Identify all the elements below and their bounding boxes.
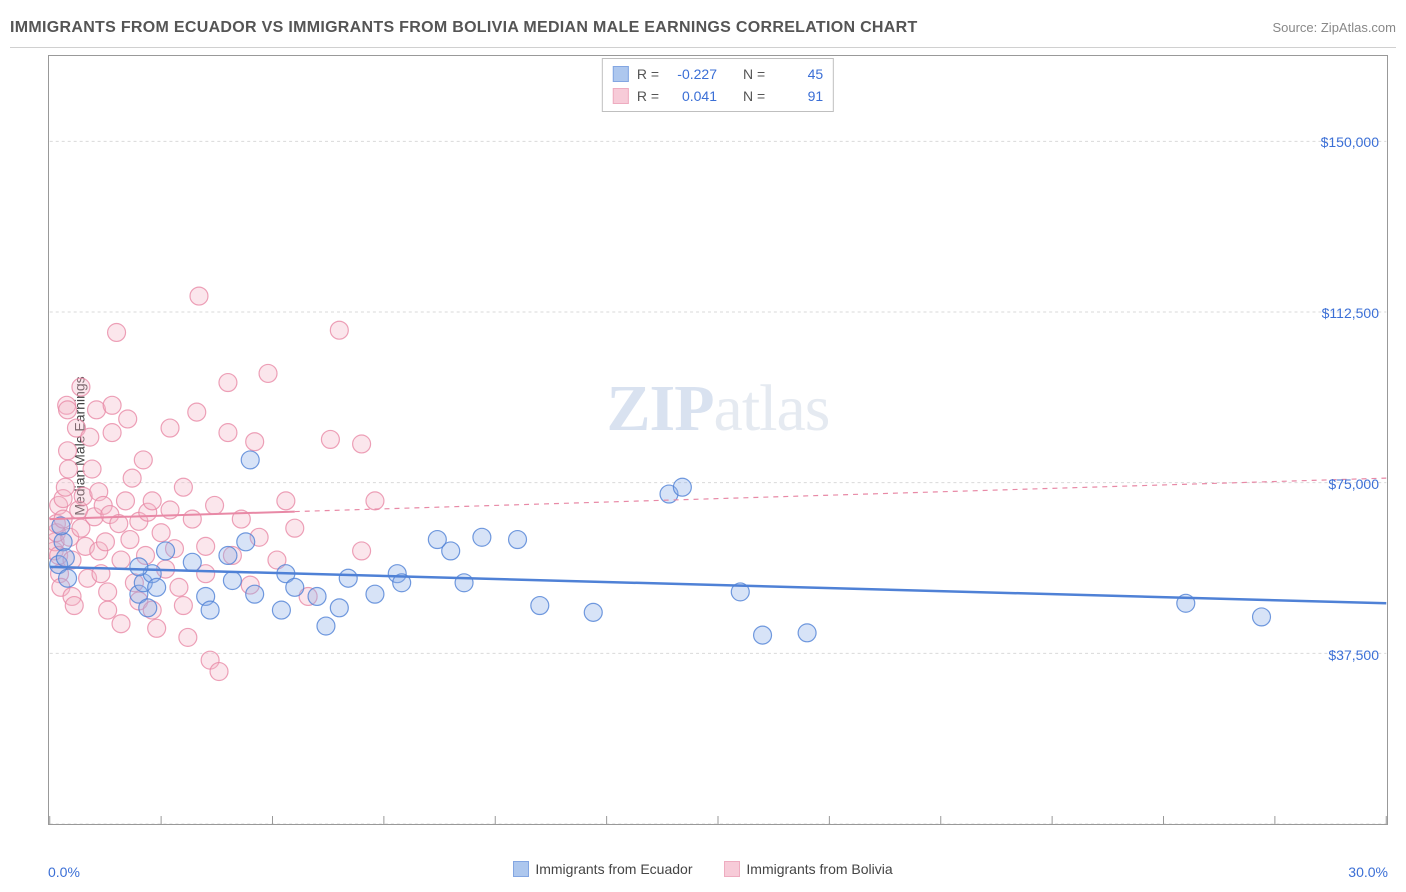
stats-r-label-2: R = xyxy=(637,85,659,107)
legend-swatch-ecuador xyxy=(513,861,529,877)
y-tick-label: $112,500 xyxy=(1322,305,1379,321)
stats-n-label: N = xyxy=(743,63,765,85)
chart-svg xyxy=(49,56,1387,824)
source-link[interactable]: ZipAtlas.com xyxy=(1321,20,1396,35)
plot-area: ZIPatlas R = -0.227 N = 45 R = 0.041 N =… xyxy=(48,55,1388,825)
stats-row-bolivia: R = 0.041 N = 91 xyxy=(613,85,823,107)
legend-label-bolivia: Immigrants from Bolivia xyxy=(746,861,892,877)
stats-n-label-2: N = xyxy=(743,85,765,107)
legend-item-bolivia: Immigrants from Bolivia xyxy=(724,861,892,877)
stats-n-value-bolivia: 91 xyxy=(773,85,823,107)
stats-r-value-bolivia: 0.041 xyxy=(667,85,717,107)
legend-item-ecuador: Immigrants from Ecuador xyxy=(513,861,692,877)
bottom-legend: Immigrants from Ecuador Immigrants from … xyxy=(0,861,1406,880)
stats-swatch-bolivia xyxy=(613,88,629,104)
y-tick-label: $150,000 xyxy=(1321,134,1379,150)
y-tick-label: $37,500 xyxy=(1328,647,1379,663)
stats-swatch-ecuador xyxy=(613,66,629,82)
legend-swatch-bolivia xyxy=(724,861,740,877)
chart-source: Source: ZipAtlas.com xyxy=(1272,20,1396,35)
source-label: Source: xyxy=(1272,20,1320,35)
y-tick-label: $75,000 xyxy=(1328,476,1379,492)
stats-row-ecuador: R = -0.227 N = 45 xyxy=(613,63,823,85)
stats-r-label: R = xyxy=(637,63,659,85)
chart-header: IMMIGRANTS FROM ECUADOR VS IMMIGRANTS FR… xyxy=(10,8,1396,48)
chart-container: IMMIGRANTS FROM ECUADOR VS IMMIGRANTS FR… xyxy=(0,0,1406,892)
legend-label-ecuador: Immigrants from Ecuador xyxy=(535,861,692,877)
stats-n-value-ecuador: 45 xyxy=(773,63,823,85)
chart-title: IMMIGRANTS FROM ECUADOR VS IMMIGRANTS FR… xyxy=(10,19,918,37)
stats-r-value-ecuador: -0.227 xyxy=(667,63,717,85)
stats-legend-box: R = -0.227 N = 45 R = 0.041 N = 91 xyxy=(602,58,834,112)
